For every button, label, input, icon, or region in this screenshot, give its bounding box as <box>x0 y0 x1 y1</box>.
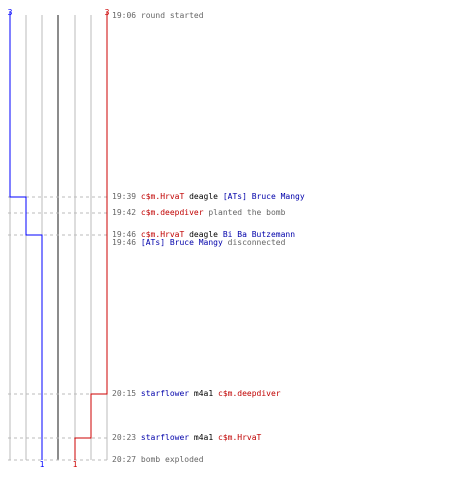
event-time: 19:46 <box>112 230 137 239</box>
event-row-kill: 19:46 c$m.HrvaT deagle Bi Ba Butzemann <box>112 230 295 240</box>
team-red-end-count: 1 <box>73 460 78 469</box>
team-blue-player-line <box>9 12 43 460</box>
event-action: planted the bomb <box>203 208 286 217</box>
event-time: 19:46 <box>112 238 137 247</box>
team-blue-start-count: 3 <box>8 8 13 17</box>
team-blue-end-count: 1 <box>40 460 45 469</box>
event-row-kill: 20:23 starflower m4a1 c$m.HrvaT <box>112 433 261 443</box>
event-time: 20:23 <box>112 433 137 442</box>
event-row-bomb-planted: 19:42 c$m.deepdiver planted the bomb <box>112 208 285 218</box>
event-time: 20:15 <box>112 389 137 398</box>
event-time: 19:06 <box>112 11 137 20</box>
event-time: 19:39 <box>112 192 137 201</box>
event-victim: [ATs] Bruce Mangy <box>222 192 305 201</box>
event-weapon: deagle <box>184 230 223 239</box>
event-killer: c$m.HrvaT <box>140 192 185 201</box>
event-killer: starflower <box>140 389 190 398</box>
event-row-kill: 20:15 starflower m4a1 c$m.deepdiver <box>112 389 281 399</box>
event-weapon: m4a1 <box>189 433 218 442</box>
event-row-round-started: 19:06 round started <box>112 11 204 21</box>
event-text: bomb exploded <box>140 455 204 464</box>
event-row-kill: 19:39 c$m.HrvaT deagle [ATs] Bruce Mangy <box>112 192 305 202</box>
event-victim: c$m.HrvaT <box>218 433 262 442</box>
event-victim: Bi Ba Butzemann <box>222 230 296 239</box>
team-red-player-line <box>74 12 108 460</box>
event-weapon: deagle <box>184 192 223 201</box>
event-time: 19:42 <box>112 208 137 217</box>
event-player: c$m.deepdiver <box>140 208 204 217</box>
event-weapon: m4a1 <box>189 389 218 398</box>
event-victim: c$m.deepdiver <box>218 389 281 398</box>
event-guide-lines <box>8 196 110 461</box>
event-row-disconnect: 19:46 [ATs] Bruce Mangy disconnected <box>112 238 285 248</box>
event-action: disconnected <box>222 238 286 247</box>
event-row-bomb-exploded: 20:27 bomb exploded <box>112 455 204 465</box>
event-text: round started <box>140 11 204 20</box>
event-killer: c$m.HrvaT <box>140 230 185 239</box>
grid-lines <box>9 15 108 460</box>
event-time: 20:27 <box>112 455 137 464</box>
team-red-start-count: 3 <box>105 8 110 17</box>
event-killer: starflower <box>140 433 190 442</box>
event-player: [ATs] Bruce Mangy <box>140 238 223 247</box>
